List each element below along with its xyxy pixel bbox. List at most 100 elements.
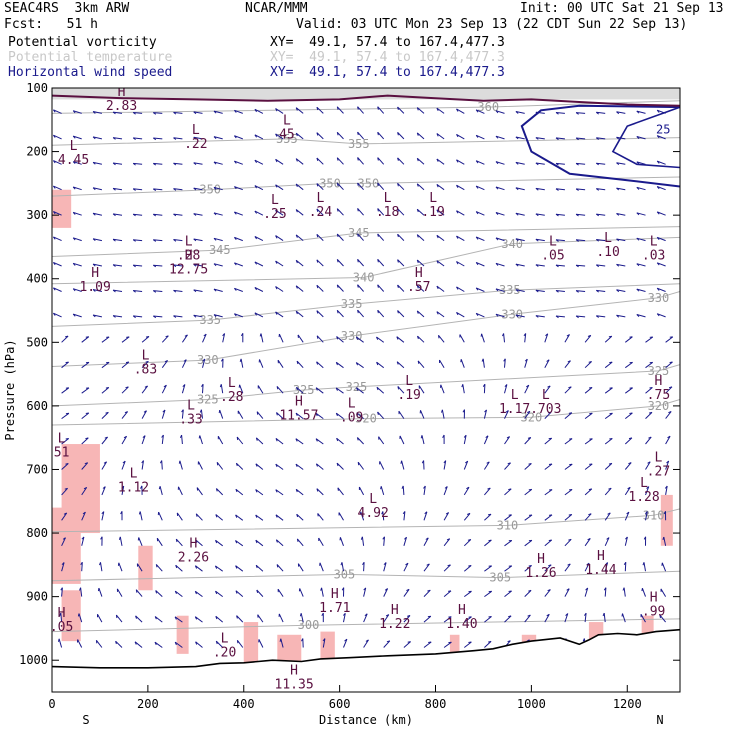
wind-vector-head [213,187,217,190]
wind-vector [136,563,143,572]
wind-vector [336,208,344,216]
wind-vector [383,614,390,623]
wind-vector-head [299,613,302,617]
wind-vector [316,259,324,267]
wind-vector [96,639,103,648]
pv-shade-13 [660,494,673,546]
wind-vector-head [535,264,539,267]
wind-vector [141,360,149,369]
wind-vector [544,385,551,394]
wind-vector [357,233,364,241]
theta-label: 345 [209,243,231,257]
wind-vector-head [656,262,660,266]
legend-potential-temperature: Potential temperature [8,50,173,65]
wind-vector-head [316,285,319,289]
theta-label: 350 [358,176,380,190]
wind-vector-head [62,537,66,540]
wind-vector [403,641,411,648]
wind-vector [61,335,69,343]
wind-vector-head [629,412,633,414]
wind-vector-head [495,288,499,292]
wind-vector-head [193,289,197,293]
pv-extremum: H11.35 [275,663,314,692]
pv-extremum-type: L [384,191,392,206]
wind-vector-head [548,411,552,414]
wind-vector-head [360,536,363,540]
wind-vector-head [568,386,572,389]
wind-vector [402,485,405,495]
wind-vector-head [173,137,177,140]
wind-vector-head [466,486,470,490]
wind-vector [436,285,445,292]
wind-vector [377,131,385,140]
pv-extremum: L.24 [309,191,333,220]
pv-extremum: L1.17 [499,388,530,417]
wind-vector-head [92,238,96,241]
wind-vector-head [105,411,109,414]
wind-vector-head [135,615,137,619]
wind-vector [153,239,163,242]
theta-label: 345 [348,226,370,240]
wind-vector [173,213,183,216]
wind-vector-head [59,612,62,617]
wind-vector-head [495,110,499,114]
wind-vector-head [436,184,439,188]
wind-vector-head [193,238,197,242]
wind-vector [181,435,183,445]
wind-vector [524,333,527,343]
pv-extremum-value: .75 [647,388,670,403]
wind-vector [295,259,304,267]
wind-vector [436,158,445,165]
wind-vector [297,334,304,343]
theta-label: 320 [521,410,543,424]
wind-vector-head [376,387,379,391]
wind-vector [399,435,405,445]
wind-vector-head [405,562,409,566]
wind-vector-head [461,384,464,388]
wind-vector [61,361,69,369]
wind-vector [403,537,407,546]
y-tick-label: 500 [26,335,48,349]
wind-vector [596,111,606,114]
wind-vector [564,538,572,547]
pv-extremum-value: 2.26 [178,550,209,565]
wind-vector [456,311,465,318]
wind-vector-head [427,615,431,618]
wind-vector-head [636,288,640,292]
wind-vector [141,336,150,343]
wind-vector [101,412,109,419]
wind-vector-head [92,212,96,216]
wind-vector [544,614,550,623]
pv-extremum-type: L [70,139,78,154]
wind-vector-head [165,335,169,338]
wind-vector [504,565,513,572]
wind-vector [643,562,646,572]
pv-extremum-type: H [655,374,663,389]
wind-vector-head [626,511,630,515]
wind-vector [81,562,83,572]
wind-vector-head [132,264,136,268]
wind-vector-head [575,315,579,319]
x-tick-label: 800 [425,697,447,711]
wind-vector [240,358,244,368]
wind-vector [175,564,183,572]
wind-vector [616,263,626,267]
wind-vector [358,486,365,496]
theta-label: 350 [319,176,341,190]
wind-vector-head [646,486,650,489]
wind-vector-head [295,209,298,213]
wind-vector-head [215,616,218,620]
wind-vector-head [275,438,278,442]
wind-vector [195,565,203,572]
pv-extremum-type: L [130,466,138,481]
wind-vector-head [215,640,218,645]
wind-vector [377,182,385,191]
wind-vector [604,463,613,470]
wind-vector-head [126,336,130,338]
wind-vector-head [456,312,459,316]
wind-vector [159,486,163,496]
wind-vector-head [315,463,318,467]
wind-vector-head [316,361,319,365]
wind-vector [456,235,465,242]
legend-wind-speed-xy: XY= 49.1, 57.4 to 167.4,477.3 [270,65,505,80]
